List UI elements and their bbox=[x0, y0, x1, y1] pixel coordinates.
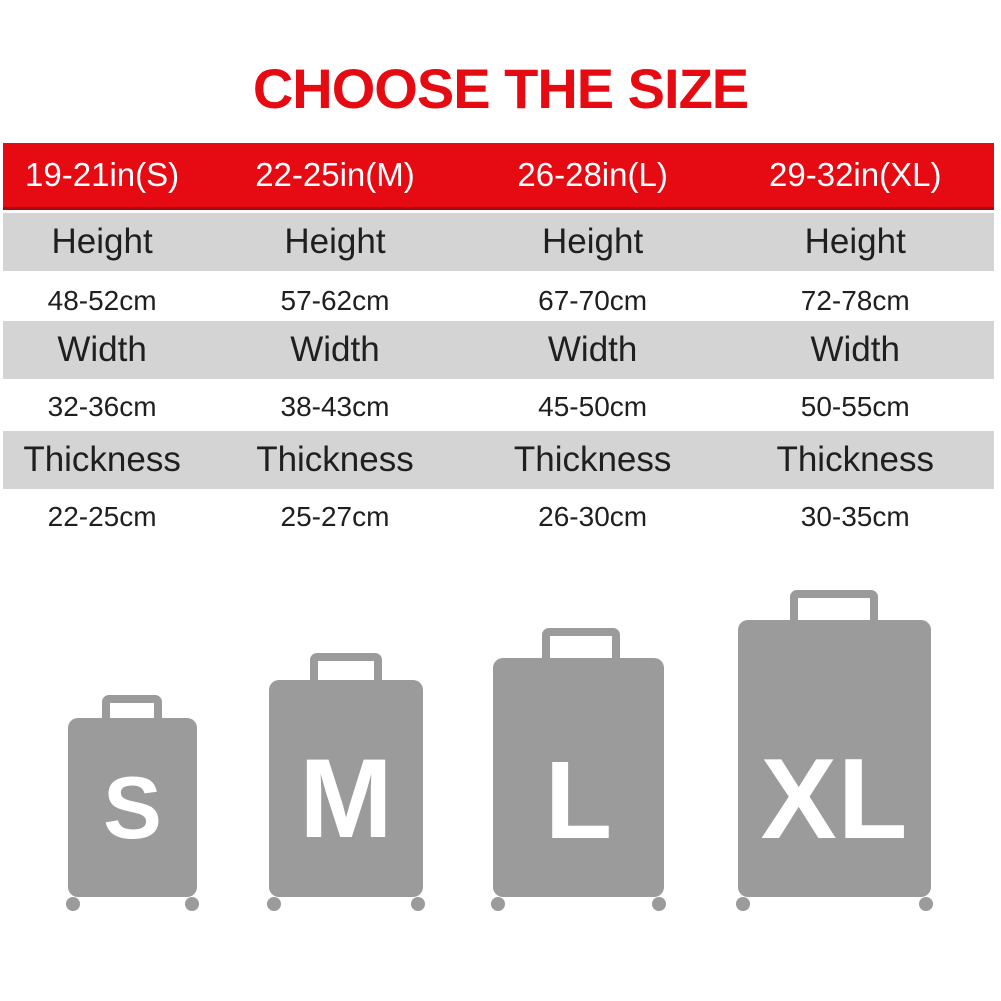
suitcase-body: S bbox=[68, 718, 197, 897]
suitcase-size-letter-l: L bbox=[544, 739, 613, 862]
wheel-icon bbox=[267, 897, 281, 911]
suitcase-xl-icon: XL bbox=[736, 590, 933, 911]
column-header-s: 19-21in(S) bbox=[25, 156, 180, 193]
suitcase-body: L bbox=[493, 658, 664, 897]
wheel-icon bbox=[652, 897, 666, 911]
suitcase-l-icon: L bbox=[491, 628, 666, 911]
suitcase-size-letter-s: S bbox=[103, 758, 162, 857]
thickness-label-row: Thickness Thickness Thickness Thickness bbox=[3, 431, 994, 489]
width-value-m: 38-43cm bbox=[280, 391, 390, 422]
width-label-row: Width Width Width Width bbox=[3, 321, 994, 379]
thickness-label-col-s: Thickness bbox=[23, 440, 181, 479]
width-value-s: 32-36cm bbox=[47, 391, 157, 422]
height-label-col-m: Height bbox=[284, 222, 386, 261]
thickness-label-col-l: Thickness bbox=[513, 440, 672, 479]
wheel-icon bbox=[66, 897, 80, 911]
width-label-col-l: Width bbox=[547, 330, 638, 369]
suitcase-body: XL bbox=[738, 620, 931, 897]
suitcase-m-icon: M bbox=[267, 653, 425, 911]
suitcase-size-letter-m: M bbox=[299, 736, 393, 861]
height-value-l: 67-70cm bbox=[538, 285, 648, 316]
thickness-value-m: 25-27cm bbox=[280, 501, 390, 532]
width-label-col-xl: Width bbox=[810, 330, 900, 369]
width-values-row: 32-36cm 38-43cm 45-50cm 50-55cm bbox=[3, 383, 994, 431]
thickness-label-col-xl: Thickness bbox=[776, 440, 935, 479]
height-value-m: 57-62cm bbox=[280, 285, 390, 316]
height-label-col-s: Height bbox=[51, 222, 153, 261]
suitcase-body: M bbox=[269, 680, 423, 897]
width-label-col-s: Width bbox=[57, 330, 147, 369]
wheel-icon bbox=[185, 897, 199, 911]
height-value-xl: 72-78cm bbox=[800, 285, 910, 316]
suitcase-size-letter-xl: XL bbox=[760, 736, 909, 863]
wheel-icon bbox=[491, 897, 505, 911]
column-header-m: 22-25in(M) bbox=[255, 156, 415, 193]
suitcase-s-icon: S bbox=[66, 695, 199, 911]
height-values-row: 48-52cm 57-62cm 67-70cm 72-78cm bbox=[3, 277, 994, 325]
width-value-xl: 50-55cm bbox=[800, 391, 910, 422]
width-label-col-m: Width bbox=[290, 330, 380, 369]
height-label-row: Height Height Height Height bbox=[3, 213, 994, 271]
size-table-header-row: 19-21in(S) 22-25in(M) 26-28in(L) 29-32in… bbox=[3, 143, 994, 210]
width-value-l: 45-50cm bbox=[538, 391, 648, 422]
wheel-icon bbox=[411, 897, 425, 911]
wheel-icon bbox=[736, 897, 750, 911]
thickness-value-l: 26-30cm bbox=[538, 501, 648, 532]
page-title: CHOOSE THE SIZE bbox=[252, 57, 749, 120]
thickness-value-xl: 30-35cm bbox=[800, 501, 910, 532]
thickness-values-row: 22-25cm 25-27cm 26-30cm 30-35cm bbox=[3, 493, 994, 541]
wheel-icon bbox=[919, 897, 933, 911]
thickness-label-col-m: Thickness bbox=[256, 440, 414, 479]
height-label-col-l: Height bbox=[542, 222, 644, 261]
thickness-value-s: 22-25cm bbox=[47, 501, 157, 532]
column-header-xl: 29-32in(XL) bbox=[769, 156, 942, 193]
column-header-l: 26-28in(L) bbox=[517, 156, 668, 193]
height-value-s: 48-52cm bbox=[47, 285, 157, 316]
height-label-col-xl: Height bbox=[804, 222, 906, 261]
